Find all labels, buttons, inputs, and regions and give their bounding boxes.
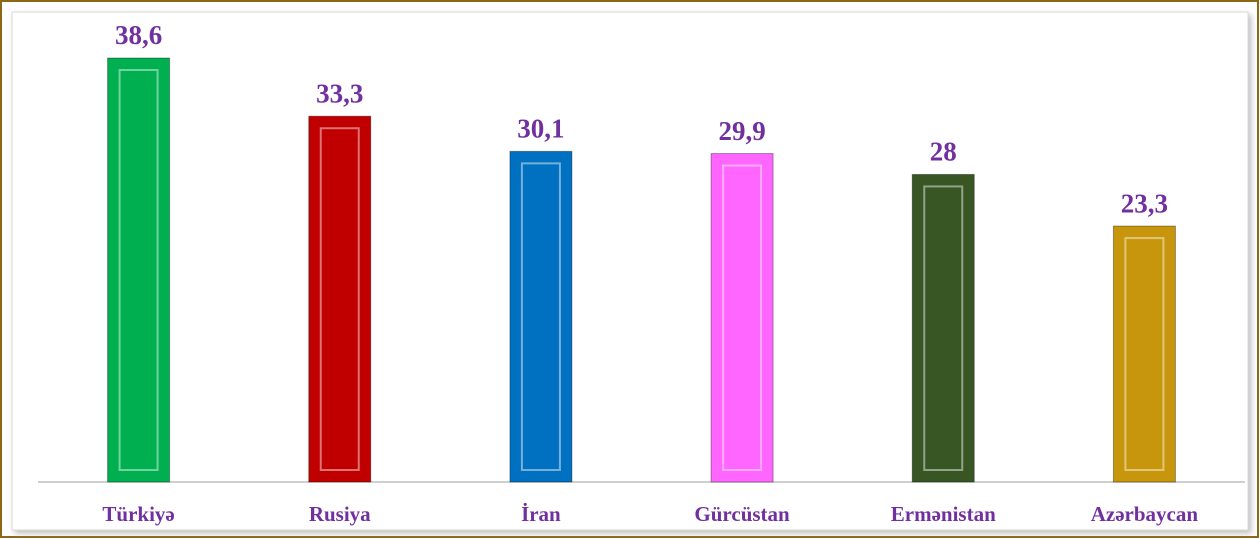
value-label: 30,1 bbox=[517, 114, 564, 144]
value-label: 33,3 bbox=[316, 78, 363, 108]
plot-panel bbox=[11, 11, 1249, 531]
bar-bevel bbox=[1124, 237, 1165, 471]
bar bbox=[308, 115, 372, 483]
value-label: 23,3 bbox=[1121, 188, 1168, 218]
x-tick-label: Ermənistan bbox=[891, 502, 996, 526]
bar bbox=[509, 150, 573, 483]
x-tick-label: Türkiyə bbox=[102, 502, 174, 526]
bar bbox=[911, 173, 975, 483]
x-tick-label: Gürcüstan bbox=[694, 502, 790, 526]
bar-bevel bbox=[118, 69, 159, 471]
x-tick-label: İran bbox=[521, 502, 561, 526]
bar bbox=[1112, 225, 1176, 483]
bar bbox=[710, 153, 774, 483]
bar-bevel bbox=[923, 185, 964, 471]
bar bbox=[107, 57, 171, 483]
x-tick-label: Azərbaycan bbox=[1091, 502, 1199, 526]
value-label: 29,9 bbox=[718, 116, 765, 146]
bar-bevel bbox=[520, 162, 561, 471]
x-tick-label: Rusiya bbox=[309, 502, 371, 526]
bar-bevel bbox=[319, 127, 360, 471]
value-label: 28 bbox=[930, 137, 957, 167]
bar-bevel bbox=[722, 164, 763, 472]
value-label: 38,6 bbox=[115, 20, 162, 50]
